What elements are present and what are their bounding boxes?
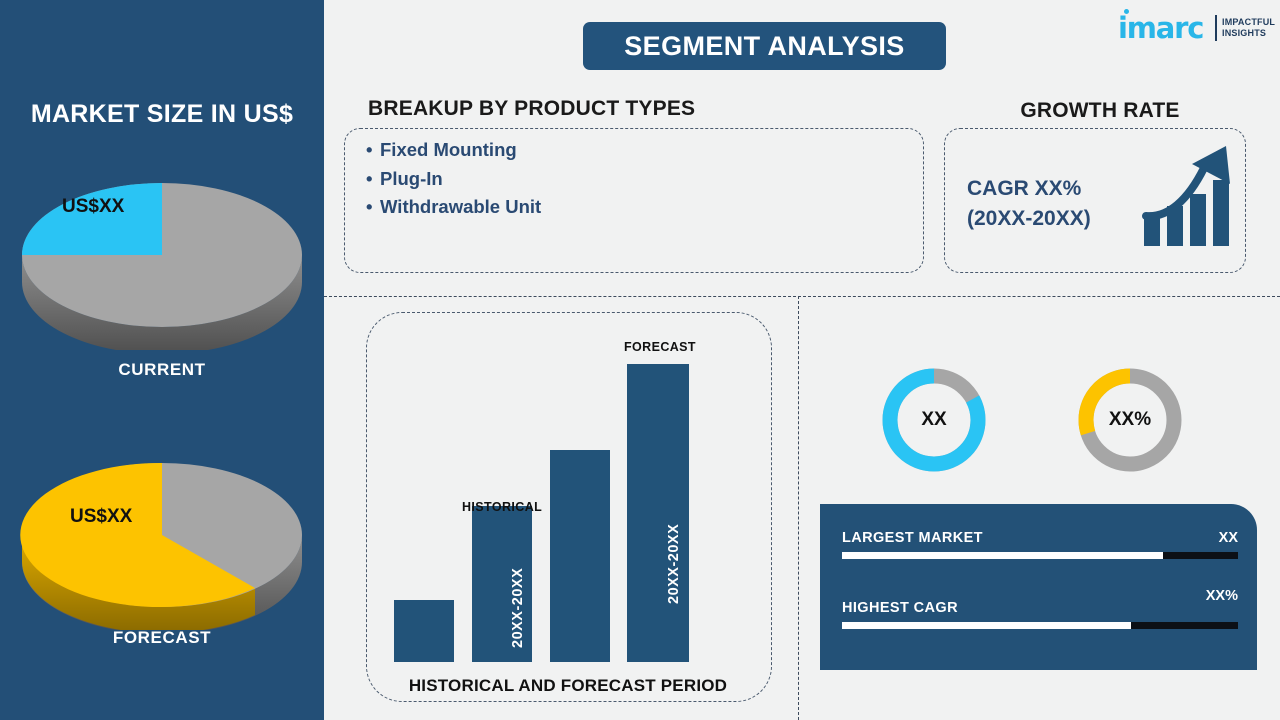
vertical-divider [798, 296, 799, 720]
market-stats-panel: LARGEST MARKET XX HIGHEST CAGR XX% [820, 504, 1257, 670]
bar-1 [394, 600, 454, 662]
product-label: Fixed Mounting [380, 139, 517, 160]
page-title: SEGMENT ANALYSIS [624, 30, 905, 61]
list-item: • Plug-In [366, 165, 541, 194]
market-size-sidebar: MARKET SIZE IN US$ US$XX CURRENT [0, 0, 324, 720]
growth-arrow-bars-icon [1142, 140, 1234, 250]
bar-4-period-label: 20XX-20XX [666, 523, 682, 604]
historical-forecast-bar-chart: 20XX-20XX HISTORICAL 20XX-20XX FORECAST [366, 312, 770, 700]
main-canvas: SEGMENT ANALYSIS imarc IMPACTFUL INSIGHT… [324, 0, 1280, 720]
bar-4: 20XX-20XX [627, 364, 689, 662]
forecast-pie-caption: FORECAST [112, 628, 212, 647]
logo-dot-icon [1124, 9, 1129, 14]
current-pie-caption: CURRENT [118, 360, 206, 379]
logo-tagline-line1: IMPACTFUL [1222, 17, 1276, 27]
sidebar-title: MARKET SIZE IN US$ [30, 100, 294, 128]
bar-2: 20XX-20XX [472, 506, 532, 662]
bullet-icon: • [366, 196, 373, 217]
highest-cagr-donut-label: XX% [1108, 409, 1152, 430]
largest-market-donut-label: XX [921, 409, 947, 430]
cagr-text: CAGR XX% (20XX-20XX) [967, 174, 1132, 234]
largest-market-value: XX [1218, 530, 1238, 546]
highest-cagr-donut: XX% [1074, 364, 1186, 476]
bar-3 [550, 450, 610, 662]
largest-market-donut: XX [878, 364, 990, 476]
cagr-line-1: CAGR XX% [967, 177, 1082, 200]
logo-tagline-line2: INSIGHTS [1222, 28, 1267, 38]
horizontal-divider [324, 296, 1280, 297]
bar-2-period-label: 20XX-20XX [510, 567, 526, 648]
growth-rate-heading: GROWTH RATE [1020, 99, 1180, 122]
largest-market-progress-track [842, 552, 1238, 559]
products-panel [344, 128, 924, 273]
list-item: • Withdrawable Unit [366, 193, 541, 222]
highest-cagr-progress-track [842, 622, 1238, 629]
highest-cagr-value: XX% [1205, 588, 1238, 604]
bullet-icon: • [366, 167, 373, 189]
historical-annotation: HISTORICAL [462, 500, 543, 514]
forecast-market-size-pie [12, 440, 312, 634]
logo-tagline: IMPACTFUL INSIGHTS [1222, 17, 1275, 39]
logo-wordmark: imarc [1118, 11, 1204, 45]
imarc-logo: imarc IMPACTFUL INSIGHTS [1118, 9, 1275, 48]
segment-analysis-banner: SEGMENT ANALYSIS [583, 22, 946, 70]
highest-cagr-progress-fill [842, 622, 1132, 629]
chart-caption: HISTORICAL AND FORECAST PERIOD [408, 676, 728, 695]
logo-divider-icon [1215, 15, 1217, 41]
current-market-size-pie [12, 160, 312, 354]
highest-cagr-label: HIGHEST CAGR [842, 600, 958, 616]
largest-market-label: LARGEST MARKET [842, 530, 983, 546]
products-heading: BREAKUP BY PRODUCT TYPES [368, 97, 696, 120]
bullet-icon: • [366, 139, 373, 160]
product-label: Withdrawable Unit [380, 196, 542, 217]
forecast-annotation: FORECAST [624, 340, 696, 354]
product-type-list: • Fixed Mounting • Plug-In • Withdrawable U… [366, 136, 541, 222]
product-label: Plug-In [380, 167, 443, 189]
largest-market-progress-fill [842, 552, 1163, 559]
list-item: • Fixed Mounting [366, 136, 541, 165]
cagr-line-2: (20XX-20XX) [967, 207, 1091, 230]
